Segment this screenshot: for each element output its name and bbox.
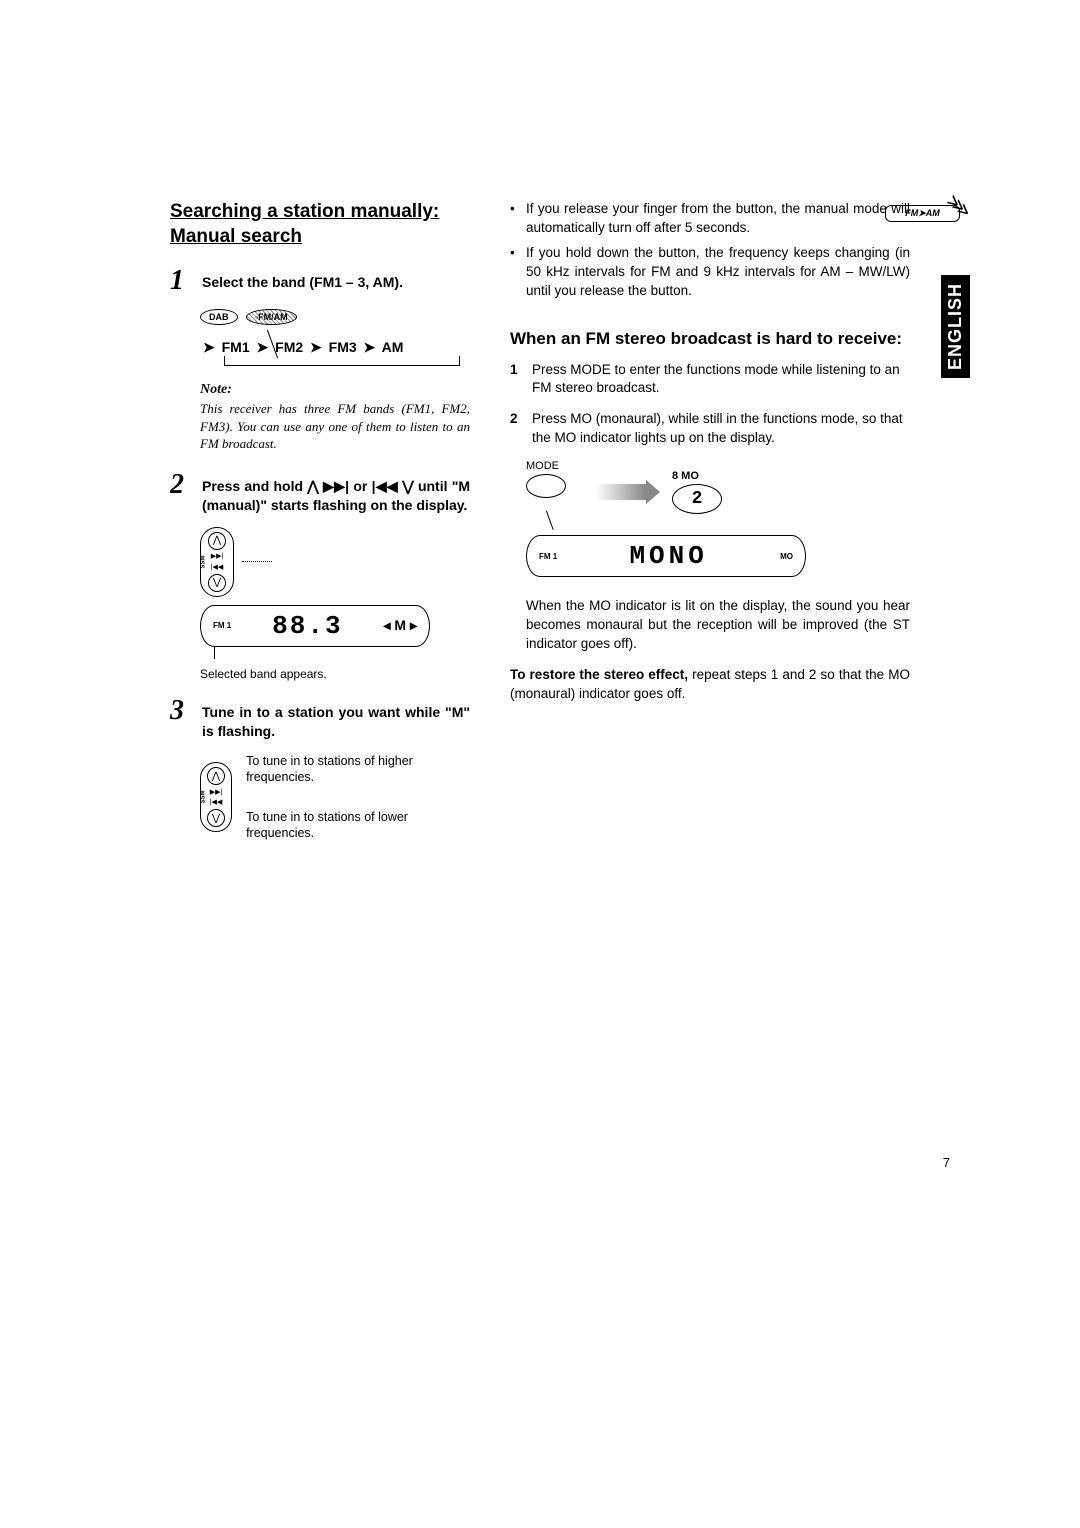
page-content: Searching a station manually: Manual sea…: [170, 200, 910, 848]
restore-text: To restore the stereo effect, repeat ste…: [510, 666, 910, 704]
lcd-m-indicator: ◂ M ▸: [384, 617, 418, 634]
chevron-down-icon: ⋁: [207, 809, 225, 827]
ssm-rocker: ⋀ ▶▶| |◀◀ ⋁: [200, 762, 232, 832]
page-number: 7: [943, 1155, 950, 1170]
language-tab: ENGLISH: [941, 275, 970, 378]
step-3: 3 Tune in to a station you want while "M…: [170, 697, 470, 741]
band-button-illustration: DAB ◦FM/AM: [200, 307, 470, 325]
mode-illustration: MODE 8 MO 2: [526, 460, 910, 523]
tune-lower-text: To tune in to stations of lower frequenc…: [246, 809, 470, 842]
up-fwd-icon: ⋀ ▶▶|: [307, 478, 349, 494]
step-text: Press and hold ⋀ ▶▶| or |◀◀ ⋁ until "M (…: [202, 471, 470, 515]
fm-am-button: ◦FM/AM: [246, 309, 297, 325]
arrow-icon: [596, 484, 646, 500]
tune-higher-text: To tune in to stations of higher frequen…: [246, 753, 470, 786]
chevron-down-icon: ⋁: [208, 574, 226, 592]
section-title: Searching a station manually: Manual sea…: [170, 200, 470, 249]
mo-label: 8 MO: [672, 470, 722, 482]
note-body: This receiver has three FM bands (FM1, F…: [200, 400, 470, 453]
tune-higher-row: ⋀ ▶▶| |◀◀ ⋁ To tune in to stations of hi…: [200, 753, 470, 842]
mode-button: [526, 474, 566, 498]
mode-label: MODE: [526, 460, 570, 472]
preset-2-button: 2: [672, 484, 722, 514]
lcd-mono-text: MONO: [567, 541, 770, 571]
step-number: 2: [170, 471, 192, 499]
lcd-display-mono: FM 1 MONO MO: [526, 535, 910, 577]
step-text: Tune in to a station you want while "M" …: [202, 697, 470, 741]
step-1: 1 Select the band (FM1 – 3, AM).: [170, 267, 470, 295]
rew-down-icon: |◀◀ ⋁: [372, 478, 414, 494]
bullet-item: • If you release your finger from the bu…: [510, 200, 910, 238]
numbered-item-2: 2 Press MO (monaural), while still in th…: [510, 410, 910, 448]
lcd-mo-indicator: MO: [780, 552, 793, 561]
lcd-band: FM 1: [213, 621, 231, 630]
ssm-control-illustration: ⋀ ▶▶| |◀◀ ⋁: [200, 527, 470, 597]
chevron-up-icon: ⋀: [208, 532, 226, 550]
mono-explanation: When the MO indicator is lit on the disp…: [526, 597, 910, 654]
subheading: When an FM stereo broadcast is hard to r…: [510, 328, 910, 350]
note-heading: Note:: [200, 382, 470, 398]
dab-button: DAB: [200, 309, 238, 325]
bullet-item: • If you hold down the button, the frequ…: [510, 244, 910, 301]
step-number: 3: [170, 697, 192, 725]
lcd-display-step2: FM 1 88.3 ◂ M ▸: [200, 605, 470, 659]
ssm-rocker: ⋀ ▶▶| |◀◀ ⋁: [200, 527, 234, 597]
numbered-item-1: 1 Press MODE to enter the functions mode…: [510, 361, 910, 399]
step-2: 2 Press and hold ⋀ ▶▶| or |◀◀ ⋁ until "M…: [170, 471, 470, 515]
left-column: Searching a station manually: Manual sea…: [170, 200, 470, 848]
right-column: • If you release your finger from the bu…: [510, 200, 910, 848]
step-number: 1: [170, 267, 192, 295]
lcd-band: FM 1: [539, 552, 557, 561]
lcd-caption: Selected band appears.: [200, 667, 470, 681]
step-text: Select the band (FM1 – 3, AM).: [202, 267, 403, 292]
lcd-frequency: 88.3: [241, 611, 373, 641]
chevron-up-icon: ⋀: [207, 767, 225, 785]
band-cycle: ➤ FM1 ➤ FM2 ➤ FM3 ➤ AM: [190, 333, 470, 372]
